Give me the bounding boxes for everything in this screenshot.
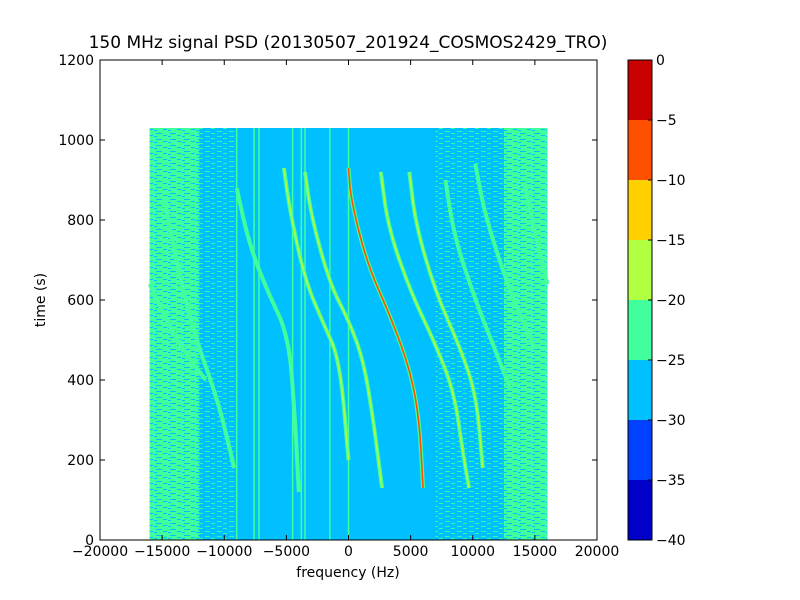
x-tick-label: −15000	[134, 544, 190, 560]
colorbar-tick-label: −15	[656, 233, 686, 249]
x-tick-label: 20000	[575, 544, 620, 560]
colorbar-band	[628, 420, 652, 480]
colorbar-tick-label: −35	[656, 473, 686, 489]
spectrogram-traces	[147, 163, 550, 493]
colorbar-band	[628, 60, 652, 120]
signal-trace	[304, 171, 383, 489]
signal-trace	[524, 183, 549, 285]
signal-trace	[444, 179, 511, 389]
y-tick-label: 800	[67, 213, 94, 229]
colorbar-tick-label: −20	[656, 293, 686, 309]
y-tick-label: 200	[67, 453, 94, 469]
colorbar-tick-label: −10	[656, 173, 686, 189]
x-tick-label: −5000	[263, 544, 310, 560]
spectrogram-vertical-lines	[235, 128, 350, 540]
colorbar: 0 −5 −10 −15 −20 −25 −30 −35 −40	[627, 53, 686, 549]
x-tick-label: 15000	[513, 544, 558, 560]
signal-trace	[148, 283, 207, 381]
chart-title: 150 MHz signal PSD (20130507_201924_COSM…	[89, 33, 608, 53]
x-axis-label: frequency (Hz)	[296, 565, 399, 581]
signal-trace	[347, 167, 424, 489]
x-tick-label: 5000	[393, 544, 429, 560]
x-tick-label: 0	[344, 544, 353, 560]
y-tick-label: 600	[67, 293, 94, 309]
signal-trace	[380, 171, 470, 489]
colorbar-tick-label: −40	[656, 533, 686, 549]
y-axis-ticks: 0 200 400 600 800 1000 1200	[58, 53, 597, 549]
colorbar-band	[628, 120, 652, 180]
y-tick-label: 400	[67, 373, 94, 389]
colorbar-band	[628, 240, 652, 300]
colorbar-band	[628, 180, 652, 240]
signal-trace	[235, 187, 300, 493]
colorbar-band	[628, 300, 652, 360]
colorbar-tick-label: −25	[656, 353, 686, 369]
spectrogram-noise-band-left	[199, 128, 235, 540]
y-tick-label: 1000	[58, 133, 94, 149]
colorbar-tick-label: −5	[656, 113, 677, 129]
y-tick-label: 0	[85, 533, 94, 549]
colorbar-tick-label: −30	[656, 413, 686, 429]
x-axis-ticks: −20000 −15000 −10000 −5000 0 5000 10000 15000 20…	[72, 60, 619, 560]
colorbar-tick-label: 0	[656, 53, 665, 69]
colorbar-band	[628, 360, 652, 420]
signal-trace	[408, 171, 484, 469]
y-tick-label: 1200	[58, 53, 94, 69]
signal-trace	[283, 167, 350, 461]
x-tick-label: −10000	[196, 544, 252, 560]
signal-trace	[163, 199, 235, 469]
colorbar-band	[628, 480, 652, 540]
x-tick-label: −20000	[72, 544, 128, 560]
x-tick-label: 10000	[450, 544, 495, 560]
signal-trace	[474, 163, 536, 349]
y-axis-label: time (s)	[33, 273, 49, 327]
